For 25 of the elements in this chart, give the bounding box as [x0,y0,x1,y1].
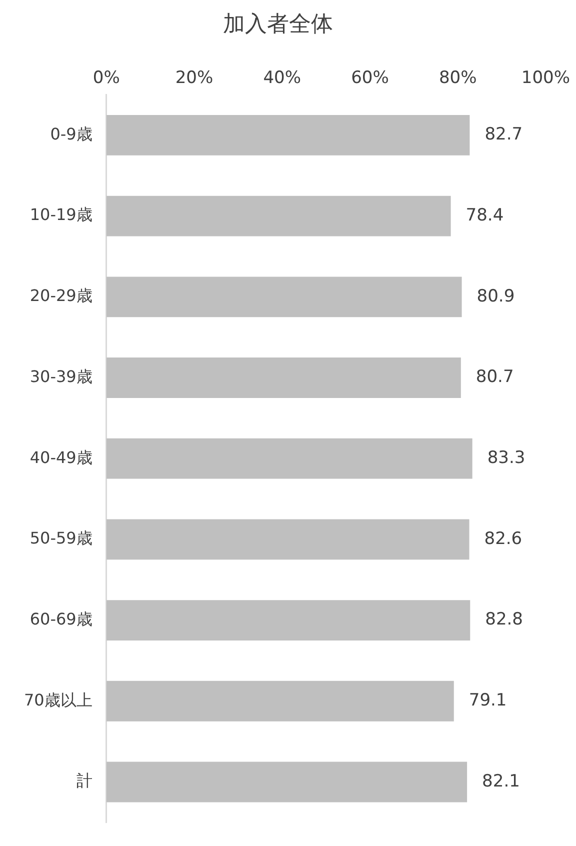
data-label: 82.8 [485,610,523,630]
data-label: 80.9 [476,286,515,306]
y-tick-label: 30-39歳 [30,366,92,386]
data-label: 82.1 [482,771,520,792]
x-tick-label: 40% [263,68,301,88]
x-tick-label: 20% [175,68,214,88]
y-tick-label: 10-19歳 [30,205,92,224]
x-tick-label: 80% [438,68,477,88]
y-tick-label: 20-29歳 [30,286,92,306]
data-label: 78.4 [466,205,504,226]
y-tick-label: 0-9歳 [50,124,92,144]
data-label: 82.6 [484,528,522,549]
x-tick-label: 100% [521,68,570,88]
data-label: 80.7 [476,367,514,388]
y-tick-label: 70歳以上 [24,690,92,710]
x-tick-label: 60% [351,68,389,88]
data-label: 79.1 [468,690,507,711]
chart-title: 加入者全体 [223,12,333,37]
x-tick-label: 0% [92,68,120,88]
y-tick-label: 計 [76,771,92,790]
y-tick-label: 60-69歳 [30,609,92,628]
y-tick-label: 40-49歳 [30,448,92,467]
data-label: 83.3 [487,448,526,468]
y-tick-label: 50-59歳 [30,528,92,548]
data-label: 82.7 [484,124,523,145]
